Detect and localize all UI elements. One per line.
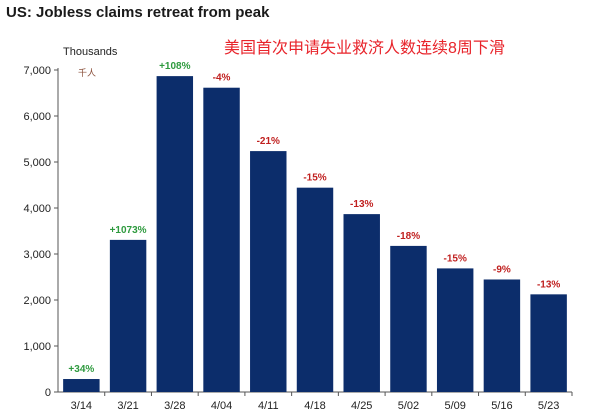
y-tick-label: 6,000: [23, 111, 51, 123]
y-tick-label: 0: [45, 387, 51, 399]
bar: [390, 245, 427, 392]
bar: [483, 279, 521, 392]
data-label: -15%: [303, 173, 326, 184]
y-axis-unit-label-cn: 千人: [78, 68, 97, 78]
x-tick-label: 4/18: [304, 400, 325, 412]
x-tick-label: 5/23: [538, 400, 559, 412]
data-label: +1073%: [110, 225, 147, 236]
bar: [296, 187, 334, 392]
y-tick-label: 7,000: [23, 65, 51, 77]
x-tick-label: 5/16: [491, 400, 512, 412]
chart-subtitle: 美国首次申请失业救济人数连续8周下滑: [224, 40, 505, 57]
data-label: +108%: [159, 61, 191, 72]
y-tick-label: 1,000: [23, 341, 51, 353]
plot-area: 0 1,000 2,000 3,000 4,000 5,000 6,000 7,000 3/14…: [23, 61, 573, 412]
y-tick-label: 4,000: [23, 203, 51, 215]
bar: [63, 379, 100, 392]
y-tick-label: 2,000: [23, 295, 51, 307]
x-tick-label: 4/25: [351, 400, 372, 412]
data-label: -15%: [444, 253, 467, 264]
bar: [156, 76, 194, 393]
bar: [250, 151, 287, 392]
x-tick-label: 3/14: [71, 400, 92, 412]
bar: [109, 239, 147, 392]
bar: [343, 214, 380, 392]
data-label: -13%: [537, 279, 560, 290]
x-tick-label: 5/09: [444, 400, 465, 412]
y-axis-unit-label: Thousands: [63, 46, 118, 58]
data-label: -18%: [397, 231, 420, 242]
chart-title: US: Jobless claims retreat from peak: [6, 4, 270, 21]
x-tick-label: 4/04: [211, 400, 232, 412]
y-tick-label: 3,000: [23, 249, 51, 261]
data-label: +34%: [68, 364, 94, 375]
y-tick-label: 5,000: [23, 157, 51, 169]
data-label: -21%: [257, 136, 280, 147]
x-tick-label: 3/21: [117, 400, 138, 412]
data-label: -9%: [493, 264, 511, 275]
x-tick-label: 3/28: [164, 400, 185, 412]
bar: [203, 87, 240, 393]
data-label: -4%: [213, 73, 231, 84]
bar: [530, 294, 567, 392]
x-tick-label: 4/11: [258, 400, 279, 412]
x-tick-label: 5/02: [398, 400, 419, 412]
bar: [436, 268, 474, 392]
data-label: -13%: [350, 199, 373, 210]
